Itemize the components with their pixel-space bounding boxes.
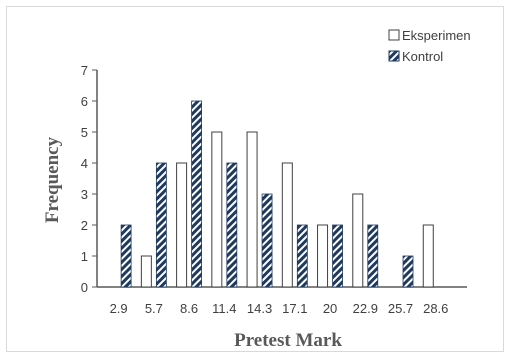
- x-tick-label: 22.9: [353, 301, 378, 316]
- y-tick-label: 6: [81, 94, 88, 109]
- y-tick-label: 3: [81, 187, 88, 202]
- bar-eksperimen: [246, 131, 258, 288]
- bar-kontrol: [120, 224, 132, 288]
- bar-kontrol: [367, 224, 379, 288]
- bar-eksperimen: [176, 162, 188, 288]
- legend-swatch-kontrol: [388, 50, 400, 62]
- y-tick-label: 0: [81, 280, 88, 295]
- bar-kontrol: [261, 193, 273, 288]
- y-tick-label: 7: [81, 63, 88, 78]
- bar-kontrol: [402, 255, 414, 288]
- y-axis-title: Frequency: [42, 136, 63, 223]
- x-tick-label: 2.9: [110, 301, 128, 316]
- x-tick-label: 14.3: [247, 301, 272, 316]
- legend: Eksperimen Kontrol: [388, 28, 471, 64]
- x-tick-label: 8.6: [180, 301, 198, 316]
- bar-eksperimen: [422, 224, 434, 288]
- x-tick-label: 17.1: [282, 301, 307, 316]
- bar-eksperimen: [281, 162, 293, 288]
- bar-kontrol: [155, 162, 167, 288]
- y-tick-label: 4: [81, 156, 88, 171]
- y-tick-label: 2: [81, 218, 88, 233]
- bar-eksperimen: [352, 193, 364, 288]
- x-tick-label: 11.4: [212, 301, 236, 316]
- y-tick-label: 1: [81, 249, 88, 264]
- x-tick-label: 28.6: [423, 301, 448, 316]
- bar-kontrol: [332, 224, 343, 288]
- bar-kontrol: [226, 162, 238, 288]
- y-tick-label: 5: [81, 125, 88, 140]
- legend-label-kontrol: Kontrol: [402, 49, 443, 64]
- bar-eksperimen: [211, 131, 223, 288]
- x-tick-label: 5.7: [145, 301, 163, 316]
- bar-eksperimen: [140, 255, 152, 288]
- legend-label-eksperimen: Eksperimen: [402, 28, 471, 43]
- x-tick-label: 20: [323, 301, 337, 316]
- x-tick-label: 25.7: [388, 301, 413, 316]
- bar-kontrol: [191, 100, 202, 288]
- plot-area: 0 1 2 3 4 5 6 7 2.9 5.7 8.6 11.4 14.3 17.1 20 22.9 25.7 2…: [81, 63, 467, 316]
- bar-eksperimen: [317, 224, 329, 288]
- bar-kontrol: [296, 224, 308, 288]
- legend-swatch-eksperimen: [388, 29, 400, 41]
- x-axis-title: Pretest Mark: [234, 330, 342, 351]
